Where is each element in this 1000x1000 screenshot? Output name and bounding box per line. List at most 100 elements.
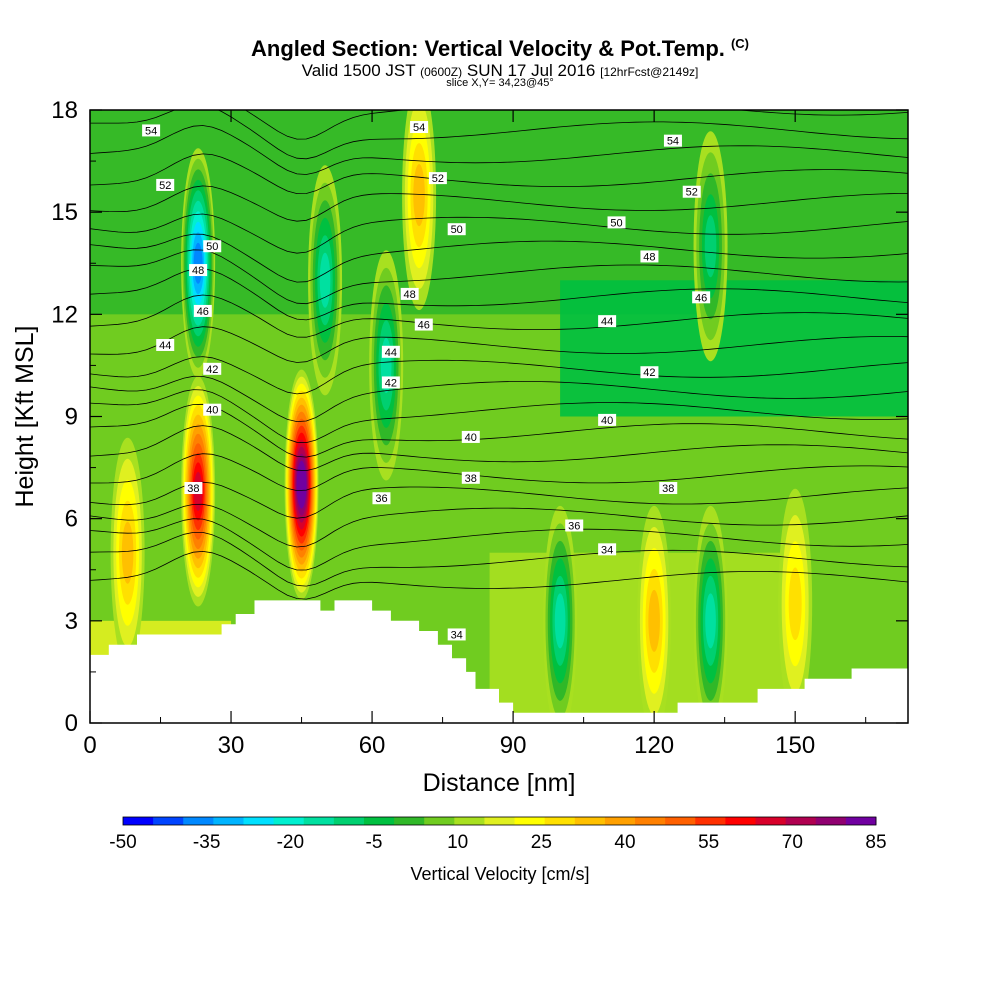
velocity-cell	[788, 567, 802, 641]
colorbar-tick-label: 10	[447, 832, 468, 853]
y-tick-label: 9	[65, 404, 78, 431]
colorbar-swatch	[333, 817, 365, 825]
contour-label-bg	[142, 124, 161, 137]
contour-label-bg	[184, 482, 203, 495]
colorbar: -50 -35 -20 -5 10 25 40 55 70 85 Vertical Velocity…	[109, 816, 887, 884]
y-tick-label: 0	[65, 710, 78, 737]
velocity-cell	[704, 215, 717, 278]
contour-label-bg	[203, 362, 222, 375]
contour-label-text: 46	[197, 306, 209, 318]
theta-contour	[90, 425, 908, 472]
contour-label-text: 38	[187, 483, 199, 495]
colorbar-tick-label: -5	[366, 832, 383, 853]
contour-label: 48	[400, 287, 419, 301]
contour-label-text: 34	[451, 629, 463, 641]
contour-label-text: 48	[404, 289, 416, 301]
velocity-cell	[297, 467, 306, 502]
theta-contour	[90, 233, 908, 283]
contour-label: 50	[203, 240, 222, 253]
velocity-cell	[319, 252, 331, 308]
colorbar-swatch	[363, 817, 395, 825]
colorbar-tick-label: 70	[782, 832, 803, 853]
theta-contour	[90, 213, 908, 254]
theta-contour	[90, 481, 908, 519]
theta-contour	[90, 268, 908, 321]
theta-contour	[90, 389, 908, 444]
theta-contour	[90, 550, 908, 600]
x-tick-label: 30	[218, 732, 245, 759]
x-tick-label: 60	[359, 732, 386, 759]
colorbar-tick-label: -35	[193, 832, 220, 853]
theta-contour	[90, 185, 908, 222]
colorbar-swatch	[845, 817, 877, 825]
x-tick-label: 0	[83, 732, 96, 759]
contour-label-bg	[598, 315, 617, 328]
contour-label: 46	[193, 304, 212, 318]
theta-contour	[90, 375, 908, 423]
contour-label: 50	[607, 216, 626, 229]
colorbar-swatch	[123, 817, 154, 825]
contour-label: 38	[461, 471, 480, 485]
colorbar-tick-label: -20	[277, 832, 304, 853]
theta-contour	[90, 453, 908, 492]
velocity-cell	[413, 164, 425, 227]
contour-label-bg	[598, 413, 617, 426]
contour-label-bg	[447, 628, 466, 641]
contour-label-bg	[203, 240, 222, 253]
velocity-cell	[705, 593, 716, 649]
colorbar-swatch	[394, 817, 425, 825]
contour-label-text: 52	[159, 180, 171, 192]
contour-label: 48	[189, 264, 208, 277]
colorbar-swatch	[153, 817, 184, 825]
contour-label-text: 46	[695, 292, 707, 304]
contour-label-bg	[414, 318, 433, 331]
contour-label-bg	[640, 366, 659, 379]
contour-label: 34	[447, 628, 466, 641]
contour-label-text: 36	[568, 520, 580, 532]
colorbar-swatch	[484, 817, 516, 825]
contour-label-bg	[447, 223, 466, 236]
contour-label-text: 34	[601, 544, 613, 556]
colorbar-tick-label: 85	[865, 832, 886, 853]
contour-label-bg	[461, 471, 480, 484]
contour-label-bg	[400, 287, 419, 300]
colorbar-swatch	[785, 817, 817, 825]
contour-label-text: 54	[667, 136, 679, 148]
contour-label-text: 40	[601, 415, 613, 427]
x-tick-label: 150	[775, 732, 815, 759]
contour-label-bg	[156, 178, 175, 191]
x-tick-label: 120	[634, 732, 674, 759]
colorbar-swatch	[725, 817, 757, 825]
contour-label-text: 38	[465, 473, 477, 485]
contour-label: 52	[682, 185, 701, 199]
contour-label: 36	[372, 492, 391, 505]
contour-label-text: 40	[465, 432, 477, 444]
contour-label-bg	[461, 430, 480, 443]
chart-title: Angled Section: Vertical Velocity & Pot.…	[251, 36, 749, 61]
contour-label: 44	[598, 315, 617, 328]
contour-label-text: 42	[385, 377, 397, 389]
colorbar-tick-label: 25	[531, 832, 552, 853]
colorbar-swatch	[574, 817, 606, 825]
contour-label-bg	[410, 121, 429, 134]
contour-label: 48	[640, 250, 659, 263]
contour-label: 54	[663, 134, 682, 148]
colorbar-tick-label: 40	[614, 832, 635, 853]
colorbar-swatch	[303, 817, 335, 825]
colorbar-tick-label: 55	[698, 832, 719, 853]
contour-label: 34	[598, 543, 617, 556]
colorbar-swatch	[454, 817, 485, 825]
velocity-cell	[121, 521, 134, 584]
contour-label: 40	[461, 430, 480, 444]
contour-label-bg	[607, 216, 626, 229]
theta-contour	[90, 403, 908, 458]
contour-label: 36	[565, 519, 584, 532]
theta-contour	[244, 110, 908, 140]
contour-label-text: 42	[206, 364, 218, 376]
slice-label: slice X,Y= 34,23@45°	[446, 77, 554, 89]
contour-label-bg	[189, 264, 208, 277]
velocity-field	[90, 110, 908, 723]
colorbar-swatch	[243, 817, 275, 825]
contour-label-bg	[640, 250, 659, 263]
